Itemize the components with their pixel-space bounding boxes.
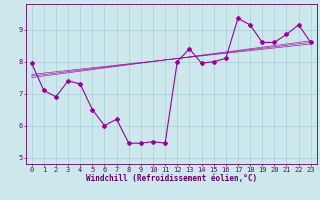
X-axis label: Windchill (Refroidissement éolien,°C): Windchill (Refroidissement éolien,°C) [86,174,257,183]
